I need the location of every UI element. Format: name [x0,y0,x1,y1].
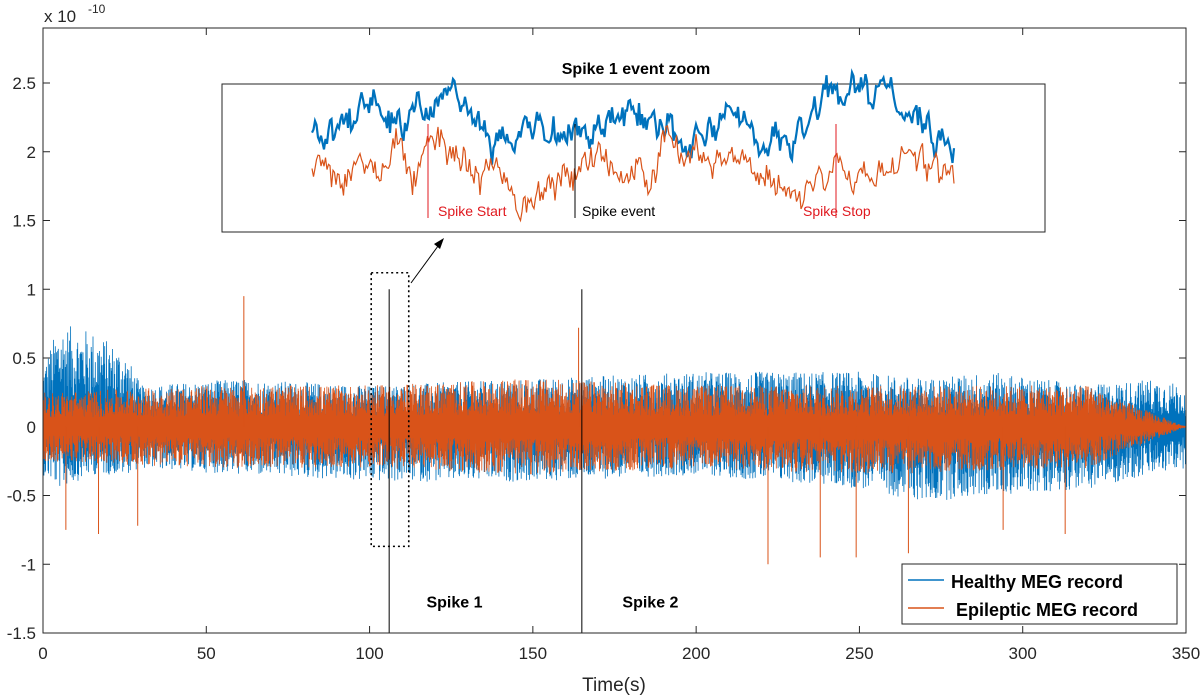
spike-stop-label: Spike Stop [803,203,871,219]
zoom-arrow-line [410,241,442,284]
inset-healthy-line [311,68,956,165]
legend: Healthy MEG record Epileptic MEG record [901,563,1178,625]
y-tick-label: 0 [27,418,36,437]
y-tick-label: -1 [21,555,36,574]
legend-healthy-label: Healthy MEG record [951,572,1123,592]
inset-traces-layer [311,68,956,223]
zoom-region-box [370,271,410,548]
x-tick-label: 200 [682,644,710,663]
y-tick-label: 2 [27,143,36,162]
legend-epileptic-label: Epileptic MEG record [956,600,1138,620]
axes-frame [42,27,1187,634]
x-tick-label: 350 [1172,644,1200,663]
epileptic-meg-record-line [42,379,1186,475]
y-tick-label: -0.5 [7,487,36,506]
x-tick-label: 150 [519,644,547,663]
inset-title: Spike 1 event zoom [562,61,711,78]
y-tick-label: -1.5 [7,624,36,643]
spike-2-annotation: Spike 2 [622,594,678,611]
exponent-base: x 10 [44,7,76,26]
y-tick-label: 0.5 [12,349,36,368]
x-tick-label: 300 [1009,644,1037,663]
legend-box [901,563,1178,625]
tick-labels-layer: 0 50 100 150 200 250 300 350 -1.5 -1 -0.5 0 0.5 1 1.5 2… [7,74,1200,663]
x-tick-label: 250 [845,644,873,663]
spike-event-label: Spike event [582,203,655,219]
inset-panel: Spike 1 event zoom Spike Start Spike eve… [221,61,1046,233]
inset-epileptic-line [311,125,955,223]
y-tick-label: 1 [27,280,36,299]
spike-start-label: Spike Start [438,203,507,219]
x-axis-label: Time(s) [582,675,646,696]
spike-1-annotation: Spike 1 [426,594,482,611]
epileptic-series-layer [42,296,1186,565]
y-tick-label: 2.5 [12,74,36,93]
event-lines-layer [388,289,583,633]
x-tick-label: 100 [355,644,383,663]
y-tick-label: 1.5 [12,212,36,231]
x-tick-label: 50 [197,644,216,663]
zoom-arrow-head [434,238,444,249]
x-tick-label: 0 [38,644,47,663]
exponent-power: -10 [88,2,106,16]
